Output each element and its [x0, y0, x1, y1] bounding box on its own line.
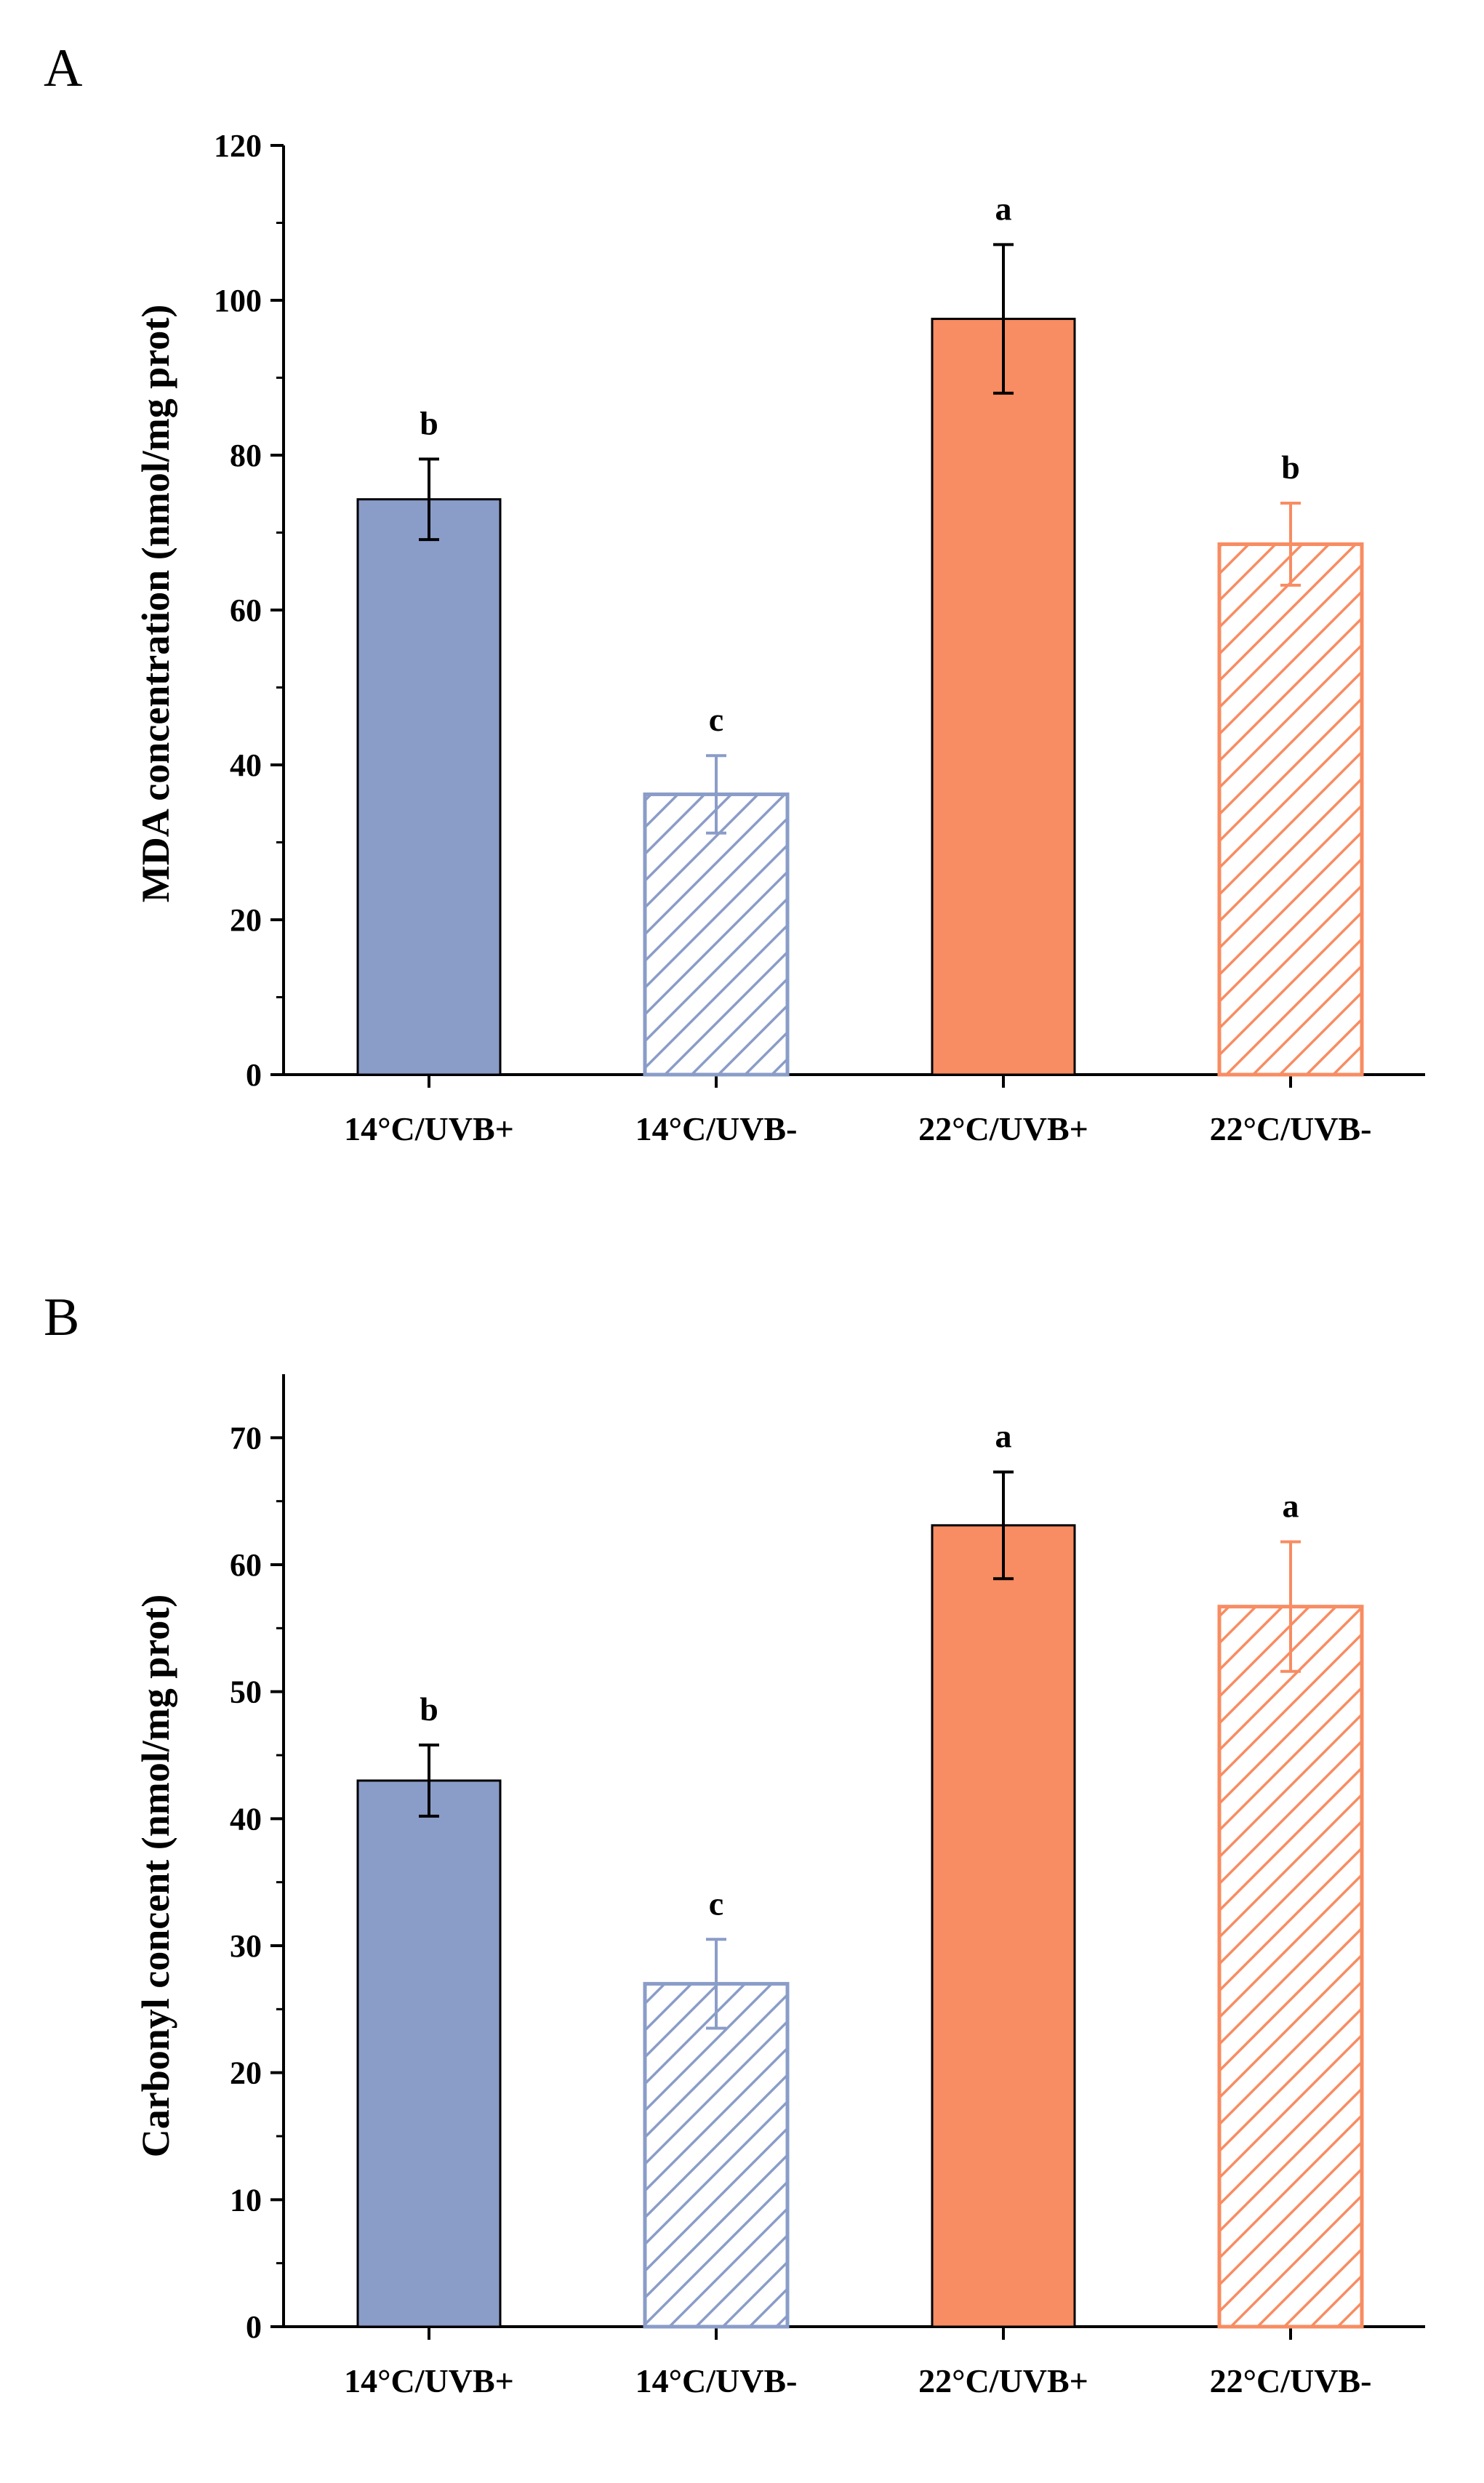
bar-2	[643, 792, 790, 1077]
y-tick-label: 0	[246, 1057, 262, 1093]
panel-label-a: A	[44, 39, 82, 98]
y-tick-label: 60	[230, 1547, 262, 1583]
bar-1	[356, 1779, 502, 2328]
bars-b	[356, 1524, 1364, 2329]
category-labels-a: 14°C/UVB+ 14°C/UVB- 22°C/UVB+ 22°C/UVB-	[344, 1110, 1371, 1147]
y-tick-label: 10	[230, 2182, 262, 2218]
significance-label-2: c	[709, 1885, 723, 1922]
y-tick-label: 100	[214, 283, 262, 318]
x-category-label-4: 22°C/UVB-	[1210, 1110, 1372, 1147]
y-tick-label: 40	[230, 1801, 262, 1837]
x-category-label-4: 22°C/UVB-	[1210, 2362, 1372, 2399]
bar-1	[356, 498, 502, 1076]
error-bar-4	[1280, 502, 1301, 587]
error-bar-4	[1280, 1540, 1301, 1673]
y-tick-label: 20	[230, 2055, 262, 2091]
error-bars-a	[419, 243, 1301, 835]
bar-2	[643, 1981, 790, 2329]
category-labels-b: 14°C/UVB+ 14°C/UVB- 22°C/UVB+ 22°C/UVB-	[344, 2362, 1371, 2399]
significance-label-1: b	[420, 1690, 438, 1728]
y-tick-label: 50	[230, 1674, 262, 1710]
significance-label-2: c	[709, 701, 723, 738]
error-bar-1	[419, 1744, 439, 1818]
y-tick-label: 30	[230, 1928, 262, 1964]
error-bar-2	[706, 754, 726, 835]
x-category-label-3: 22°C/UVB+	[918, 2362, 1088, 2399]
significance-label-3: a	[995, 1417, 1012, 1454]
y-ticks-a: 0 20 40 60 80 100 120	[214, 128, 284, 1093]
bar-3	[931, 1524, 1076, 2328]
chart-panel-b: B Carbonyl concent (nmol/mg prot) 0 10 20 3…	[44, 1288, 1425, 2399]
bar-4	[1217, 542, 1364, 1077]
bar-4	[1217, 1605, 1364, 2329]
significance-label-3: a	[995, 190, 1012, 227]
y-tick-label: 40	[230, 747, 262, 783]
x-category-label-2: 14°C/UVB-	[635, 1110, 798, 1147]
error-bar-2	[706, 1938, 726, 2030]
error-bars-b	[419, 1470, 1301, 2030]
error-bar-3	[993, 243, 1014, 395]
bar-3	[931, 318, 1076, 1076]
error-bar-1	[419, 457, 439, 542]
y-tick-label: 120	[214, 128, 262, 164]
y-tick-label: 70	[230, 1420, 262, 1456]
significance-label-1: b	[420, 404, 438, 441]
y-tick-label: 60	[230, 593, 262, 628]
error-bar-3	[993, 1470, 1014, 1581]
significance-label-4: b	[1281, 449, 1300, 486]
chart-panel-a: A MDA concentration (nmol/mg prot) 0 20 40…	[44, 39, 1425, 1147]
significance-labels-b: b c a a	[420, 1417, 1299, 1922]
y-tick-label: 80	[230, 438, 262, 473]
significance-label-4: a	[1283, 1488, 1299, 1525]
y-ticks-b: 0 10 20 30 40 50 60 70	[230, 1420, 284, 2345]
panel-label-b: B	[44, 1288, 79, 1347]
x-category-label-2: 14°C/UVB-	[635, 2362, 798, 2399]
bars-a	[356, 318, 1364, 1077]
y-tick-label: 20	[230, 902, 262, 938]
y-axis-title-b: Carbonyl concent (nmol/mg prot)	[134, 1595, 177, 2157]
significance-labels-a: b c a b	[420, 190, 1300, 738]
y-axis-title-a: MDA concentration (nmol/mg prot)	[134, 305, 177, 902]
x-category-label-1: 14°C/UVB+	[344, 2362, 514, 2399]
y-tick-label: 0	[246, 2309, 262, 2345]
x-category-label-3: 22°C/UVB+	[918, 1110, 1088, 1147]
x-category-label-1: 14°C/UVB+	[344, 1110, 514, 1147]
